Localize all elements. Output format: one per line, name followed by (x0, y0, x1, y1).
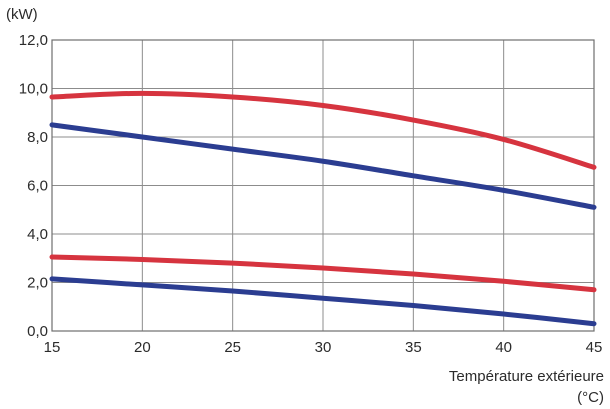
series-line-2 (49, 122, 597, 210)
x-tick-label: 30 (315, 339, 332, 356)
x-tick-label: 40 (495, 339, 512, 356)
series-line-4 (49, 276, 597, 327)
series-layer (49, 90, 597, 327)
y-tick-label: 10,0 (19, 81, 48, 98)
x-axis-unit: (°C) (577, 389, 604, 406)
series-line-3 (49, 254, 597, 293)
tick-labels: 15 20 25 30 35 40 45 0,0 2,0 4,0 6,0 8,0 10,0 12,0 (19, 32, 603, 356)
y-tick-label: 12,0 (19, 32, 48, 49)
y-tick-label: 2,0 (27, 275, 48, 292)
x-tick-label: 35 (405, 339, 422, 356)
plot-frame (51, 39, 595, 332)
x-tick-label: 25 (224, 339, 241, 356)
y-tick-label: 0,0 (27, 323, 48, 340)
x-axis-label: Température extérieure (449, 368, 604, 385)
y-tick-label: 8,0 (27, 129, 48, 146)
series-line-1 (49, 90, 597, 170)
y-tick-label: 6,0 (27, 178, 48, 195)
grid (51, 39, 595, 332)
y-axis-label: (kW) (6, 6, 38, 23)
x-tick-label: 15 (44, 339, 61, 356)
x-tick-label: 20 (134, 339, 151, 356)
x-tick-label: 45 (586, 339, 603, 356)
y-tick-label: 4,0 (27, 226, 48, 243)
